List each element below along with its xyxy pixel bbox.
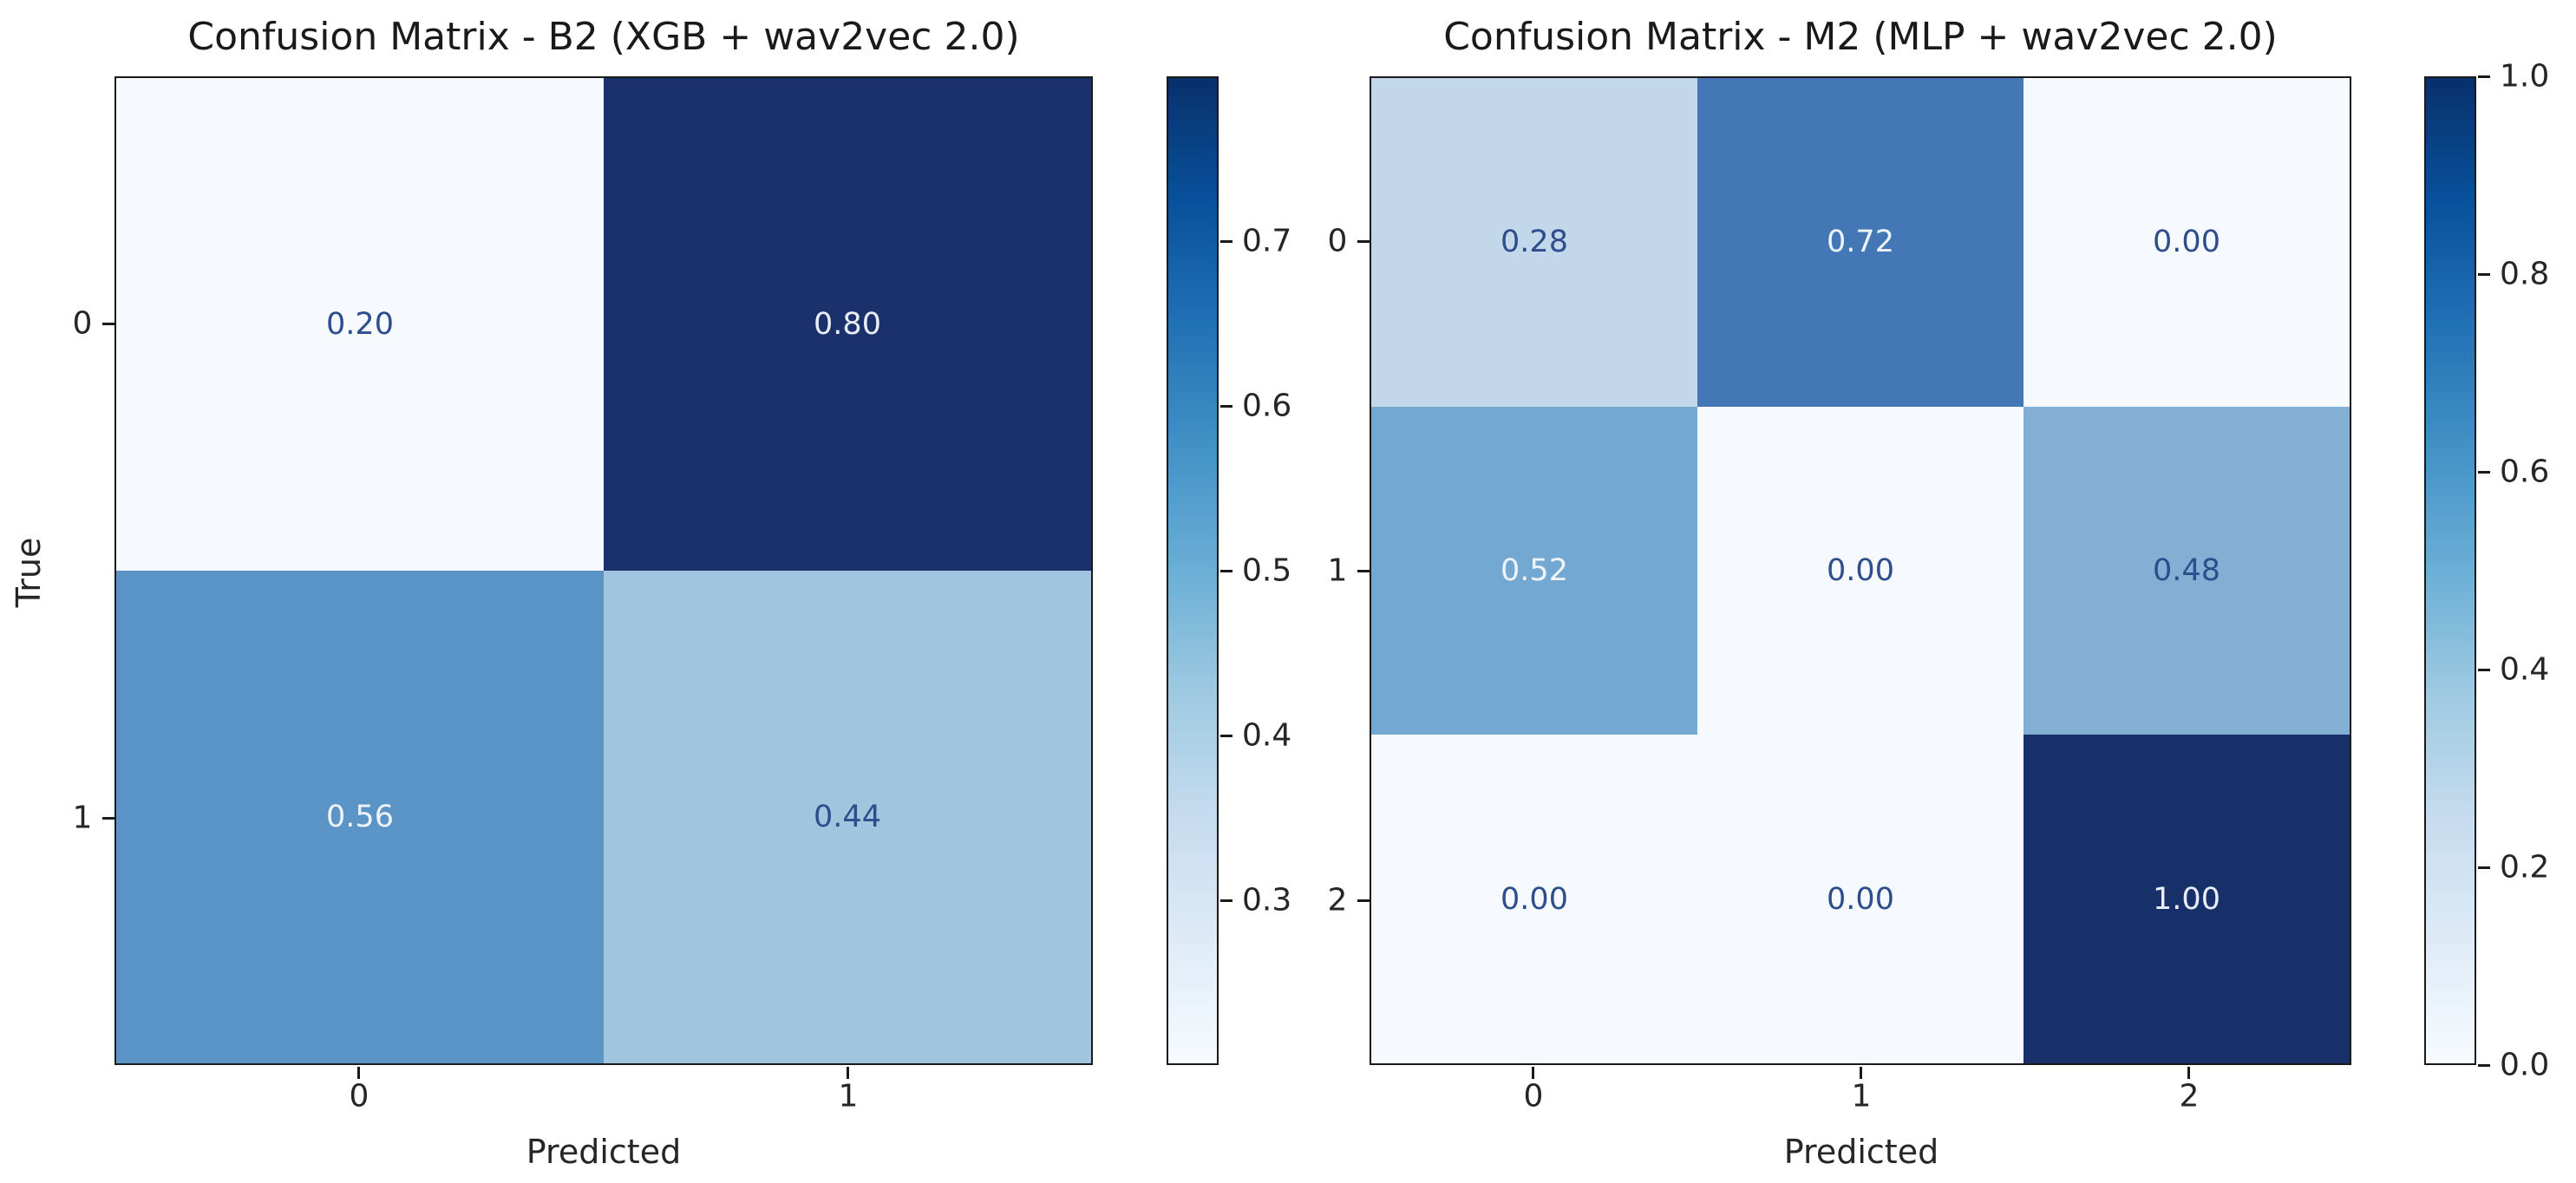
- colorbar-tick-mark: [2478, 471, 2490, 474]
- heatmap-b2: 0.20 0.80 0.56 0.44: [114, 76, 1093, 1065]
- matrix-cell-r0c1: 0.72: [1697, 78, 2024, 407]
- colorbar-tick-mark: [2478, 866, 2490, 869]
- x-axis-label-predicted: Predicted: [526, 1133, 682, 1171]
- y-axis-label-true: True: [10, 537, 48, 608]
- y-tick-label: 0: [72, 305, 93, 342]
- matrix-cell-r1c1: 0.00: [1697, 406, 2024, 735]
- x-tick-label: 0: [1523, 1078, 1544, 1114]
- heatmap-m2: 0.28 0.72 0.00 0.52 0.00 0.48 0.00 0.00 …: [1370, 76, 2351, 1065]
- x-tick-label: 1: [838, 1078, 859, 1114]
- y-tick-label: 1: [72, 800, 93, 836]
- x-tick-mark: [357, 1067, 360, 1079]
- x-tick-label: 1: [1851, 1078, 1872, 1114]
- colorbar-tick-label: 0.3: [1242, 882, 1292, 918]
- x-axis-label-predicted: Predicted: [1783, 1133, 1939, 1171]
- colorbar-tick-label: 0.2: [2500, 849, 2550, 886]
- matrix-cell-r1c2: 0.48: [2024, 406, 2350, 735]
- y-tick-mark: [1357, 899, 1370, 902]
- colorbar-b2: [1167, 76, 1219, 1065]
- colorbar-tick-label: 0.4: [1242, 717, 1292, 754]
- colorbar-tick-mark: [1220, 405, 1232, 408]
- matrix-cell-r0c0: 0.28: [1371, 78, 1697, 407]
- x-tick-label: 2: [2179, 1078, 2200, 1114]
- matrix-cell-r2c2: 1.00: [2024, 735, 2350, 1063]
- y-tick-label: 1: [1327, 552, 1348, 589]
- x-tick-mark: [2187, 1067, 2190, 1079]
- matrix-cell-r1c0: 0.52: [1371, 406, 1697, 735]
- colorbar-tick-label: 0.6: [2500, 454, 2550, 490]
- colorbar-tick-label: 0.8: [2500, 256, 2550, 292]
- colorbar-tick-label: 0.7: [1242, 223, 1292, 259]
- colorbar-tick-mark: [2478, 1064, 2490, 1067]
- colorbar-m2: [2424, 76, 2476, 1065]
- plot-title-b2: Confusion Matrix - B2 (XGB + wav2vec 2.0…: [187, 15, 1020, 59]
- y-tick-mark: [1357, 240, 1370, 243]
- colorbar-tick-label: 0.0: [2500, 1047, 2550, 1083]
- y-tick-mark: [1357, 570, 1370, 572]
- colorbar-tick-mark: [2478, 669, 2490, 671]
- colorbar-tick-mark: [1220, 899, 1232, 902]
- x-tick-mark: [1860, 1067, 1862, 1079]
- matrix-cell-r1c0: 0.56: [116, 571, 604, 1063]
- y-tick-label: 2: [1327, 882, 1348, 918]
- matrix-cell-r0c2: 0.00: [2024, 78, 2350, 407]
- matrix-cell-r2c0: 0.00: [1371, 735, 1697, 1063]
- colorbar-tick-label: 0.4: [2500, 651, 2550, 688]
- colorbar-tick-mark: [2478, 75, 2490, 78]
- colorbar-tick-mark: [1220, 570, 1232, 572]
- matrix-cell-r0c0: 0.20: [116, 78, 604, 571]
- plot-title-m2: Confusion Matrix - M2 (MLP + wav2vec 2.0…: [1443, 15, 2278, 59]
- x-tick-mark: [1532, 1067, 1534, 1079]
- y-tick-label: 0: [1327, 223, 1348, 259]
- matrix-cell-r2c1: 0.00: [1697, 735, 2024, 1063]
- colorbar-tick-mark: [2478, 273, 2490, 276]
- matrix-cell-r0c1: 0.80: [604, 78, 1091, 571]
- x-tick-label: 0: [349, 1078, 369, 1114]
- colorbar-tick-label: 1.0: [2500, 58, 2550, 95]
- y-tick-mark: [102, 817, 114, 820]
- colorbar-tick-mark: [1220, 735, 1232, 737]
- y-tick-mark: [102, 323, 114, 325]
- colorbar-tick-label: 0.6: [1242, 388, 1292, 424]
- x-tick-mark: [847, 1067, 849, 1079]
- matrix-cell-r1c1: 0.44: [604, 571, 1091, 1063]
- colorbar-tick-mark: [1220, 240, 1232, 243]
- colorbar-tick-label: 0.5: [1242, 552, 1292, 589]
